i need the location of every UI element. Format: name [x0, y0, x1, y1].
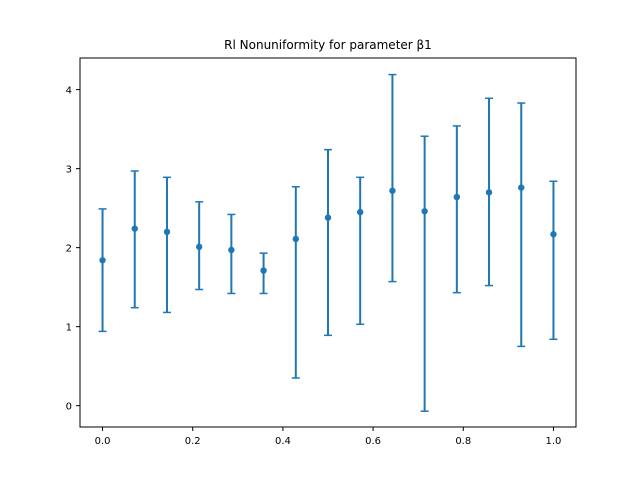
axes-frame	[79, 57, 577, 428]
data-point	[389, 187, 396, 194]
chart-title: Rl Nonuniformity for parameter β1	[224, 38, 432, 52]
data-point	[356, 208, 364, 216]
y-tick-label: 4	[66, 86, 72, 97]
data-point	[292, 235, 300, 243]
data-point	[163, 228, 171, 236]
x-tick-label: 0.0	[95, 436, 111, 447]
x-tick-label: 0.4	[275, 436, 291, 447]
y-tick-label: 0	[66, 402, 72, 413]
data-point	[131, 225, 138, 232]
data-point	[421, 208, 428, 215]
data-point	[518, 184, 525, 191]
data-point	[453, 193, 461, 201]
x-tick-label: 0.2	[185, 436, 201, 447]
data-point	[195, 243, 203, 251]
x-tick-label: 0.6	[365, 436, 381, 447]
y-tick-label: 2	[66, 244, 72, 255]
data-point	[550, 231, 557, 238]
data-point	[99, 257, 106, 264]
data-point	[260, 267, 267, 274]
y-tick-label: 3	[66, 165, 72, 176]
plot-area	[98, 73, 558, 412]
y-tick-label: 1	[66, 323, 72, 334]
axes: 0.0 0.2 0.4 0.6 0.8 1.0 0 1 2 3 4	[66, 57, 577, 447]
x-tick-label: 1.0	[546, 436, 562, 447]
data-point	[485, 189, 493, 196]
x-tick-label: 0.8	[455, 436, 471, 447]
data-point	[228, 246, 235, 254]
data-point	[324, 214, 332, 221]
